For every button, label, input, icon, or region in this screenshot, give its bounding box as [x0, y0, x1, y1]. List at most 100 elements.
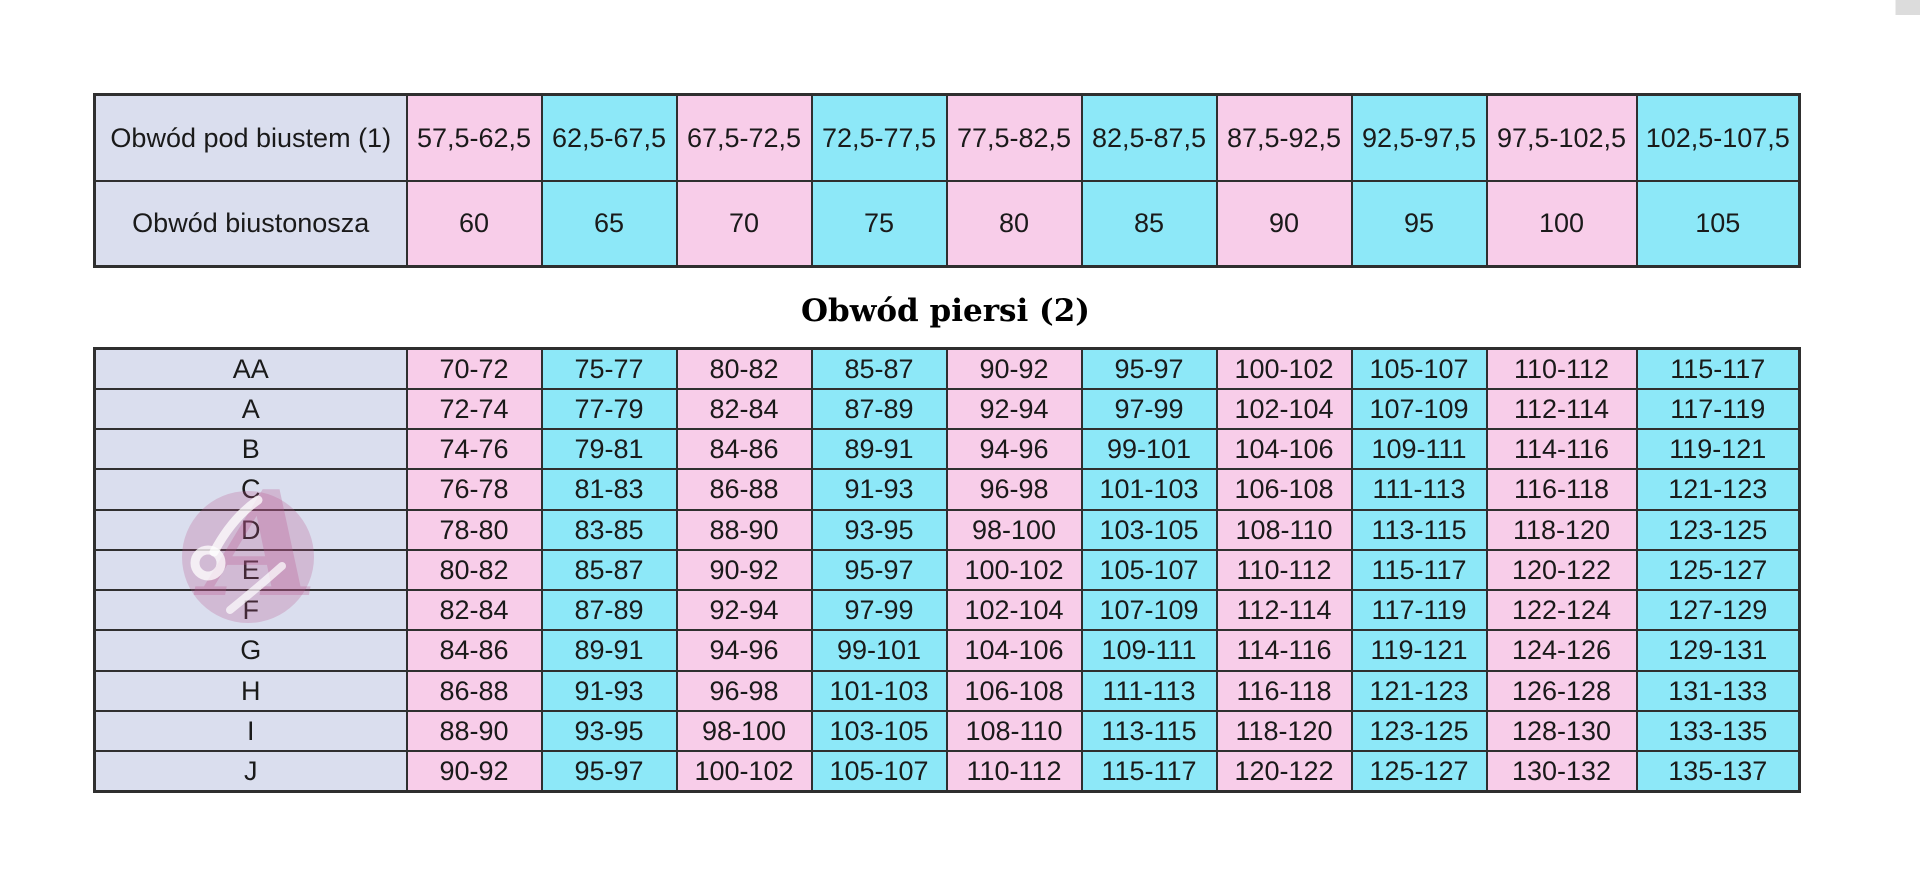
- bust-range-cell: 107-109: [1350, 387, 1488, 431]
- underbust-range-cell: 77,5-82,5: [945, 93, 1083, 182]
- bust-range-cell: 85-87: [810, 347, 948, 390]
- bust-range-cell: 110-112: [1485, 347, 1638, 390]
- bust-range-cell: 130-132: [1485, 750, 1638, 793]
- cup-label-cell: C: [93, 468, 408, 511]
- bust-range-cell: 101-103: [1080, 468, 1218, 511]
- bust-range-cell: 100-102: [675, 750, 813, 793]
- bust-range-cell: 121-123: [1350, 669, 1488, 712]
- underbust-range-cell: 82,5-87,5: [1080, 93, 1218, 182]
- bust-range-cell: 114-116: [1485, 428, 1638, 471]
- bust-range-cell: 79-81: [540, 428, 678, 471]
- cup-label-cell: I: [93, 709, 408, 753]
- bust-range-cell: 105-107: [810, 750, 948, 793]
- bust-range-cell: 112-114: [1215, 589, 1353, 632]
- bust-range-cell: 120-122: [1215, 750, 1353, 793]
- bust-range-cell: 86-88: [675, 468, 813, 511]
- bust-range-cell: 89-91: [540, 629, 678, 672]
- cup-label-cell: B: [93, 428, 408, 471]
- bust-range-cell: 123-125: [1350, 709, 1488, 753]
- cup-label-cell: E: [93, 548, 408, 592]
- bust-range-cell: 118-120: [1485, 508, 1638, 551]
- bust-range-cell: 96-98: [675, 669, 813, 712]
- bust-range-cell: 110-112: [945, 750, 1083, 793]
- bust-range-cell: 102-104: [945, 589, 1083, 632]
- bust-range-cell: 116-118: [1215, 669, 1353, 712]
- underbust-range-cell: 92,5-97,5: [1350, 93, 1488, 182]
- bust-range-cell: 129-131: [1635, 629, 1801, 672]
- bust-range-cell: 110-112: [1215, 548, 1353, 592]
- bust-range-cell: 103-105: [810, 709, 948, 753]
- bust-range-cell: 97-99: [1080, 387, 1218, 431]
- bust-range-cell: 83-85: [540, 508, 678, 551]
- bust-range-cell: 86-88: [405, 669, 543, 712]
- band-size-table: Obwód pod biustem (1) 57,5-62,5 62,5-67,5 6…: [93, 93, 1801, 268]
- band-size-cell: 65: [540, 179, 678, 268]
- cup-label-cell: D: [93, 508, 408, 551]
- bust-range-cell: 127-129: [1635, 589, 1801, 632]
- bust-range-cell: 75-77: [540, 347, 678, 390]
- browser-scrollbar-fragment[interactable]: [1895, 0, 1920, 15]
- bust-range-cell: 84-86: [405, 629, 543, 672]
- bust-range-cell: 115-117: [1080, 750, 1218, 793]
- bust-range-cell: 107-109: [1080, 589, 1218, 632]
- bust-range-cell: 77-79: [540, 387, 678, 431]
- cup-label-cell: J: [93, 750, 408, 793]
- bust-range-cell: 92-94: [675, 589, 813, 632]
- bust-range-cell: 125-127: [1350, 750, 1488, 793]
- bust-range-cell: 124-126: [1485, 629, 1638, 672]
- bust-range-cell: 111-113: [1080, 669, 1218, 712]
- cup-label-cell: AA: [93, 347, 408, 390]
- cup-label-cell: H: [93, 669, 408, 712]
- cup-row: F 82-84 87-89 92-94 97-99 102-104 107-109 112-1…: [93, 589, 1801, 632]
- bust-range-cell: 103-105: [1080, 508, 1218, 551]
- bust-range-cell: 112-114: [1485, 387, 1638, 431]
- bust-range-cell: 119-121: [1350, 629, 1488, 672]
- cup-label-cell: G: [93, 629, 408, 672]
- bust-range-cell: 99-101: [1080, 428, 1218, 471]
- bust-range-cell: 119-121: [1635, 428, 1801, 471]
- bust-range-cell: 88-90: [675, 508, 813, 551]
- bust-range-cell: 100-102: [1215, 347, 1353, 390]
- bust-range-cell: 81-83: [540, 468, 678, 511]
- bust-range-cell: 85-87: [540, 548, 678, 592]
- bust-range-cell: 114-116: [1215, 629, 1353, 672]
- bust-range-cell: 78-80: [405, 508, 543, 551]
- underbust-range-cell: 62,5-67,5: [540, 93, 678, 182]
- bust-range-cell: 94-96: [945, 428, 1083, 471]
- bust-range-cell: 93-95: [540, 709, 678, 753]
- bust-range-cell: 100-102: [945, 548, 1083, 592]
- underbust-label-cell: Obwód pod biustem (1): [93, 93, 408, 182]
- cup-row: AA 70-72 75-77 80-82 85-87 90-92 95-97 100-102 1…: [93, 347, 1801, 390]
- bust-range-cell: 88-90: [405, 709, 543, 753]
- underbust-range-cell: 57,5-62,5: [405, 93, 543, 182]
- bust-range-cell: 126-128: [1485, 669, 1638, 712]
- cup-size-table: AA 70-72 75-77 80-82 85-87 90-92 95-97 100-102 1…: [93, 347, 1801, 793]
- band-size-cell: 105: [1635, 179, 1801, 268]
- bust-range-cell: 128-130: [1485, 709, 1638, 753]
- band-size-cell: 60: [405, 179, 543, 268]
- bust-range-cell: 72-74: [405, 387, 543, 431]
- cup-row: C 76-78 81-83 86-88 91-93 96-98 101-103 106-108…: [93, 468, 1801, 511]
- bust-range-cell: 74-76: [405, 428, 543, 471]
- bust-range-cell: 104-106: [945, 629, 1083, 672]
- bust-range-cell: 89-91: [810, 428, 948, 471]
- bust-range-cell: 133-135: [1635, 709, 1801, 753]
- bust-range-cell: 92-94: [945, 387, 1083, 431]
- bust-range-cell: 95-97: [1080, 347, 1218, 390]
- cup-row: A 72-74 77-79 82-84 87-89 92-94 97-99 102-104 10…: [93, 387, 1801, 431]
- bust-range-cell: 94-96: [675, 629, 813, 672]
- band-size-cell: 90: [1215, 179, 1353, 268]
- bust-range-cell: 113-115: [1080, 709, 1218, 753]
- bust-range-cell: 117-119: [1350, 589, 1488, 632]
- band-size-cell: 95: [1350, 179, 1488, 268]
- bust-range-cell: 106-108: [945, 669, 1083, 712]
- bust-range-cell: 95-97: [810, 548, 948, 592]
- cup-row: D 78-80 83-85 88-90 93-95 98-100 103-105 108-11…: [93, 508, 1801, 551]
- bust-range-cell: 125-127: [1635, 548, 1801, 592]
- bust-range-cell: 113-115: [1350, 508, 1488, 551]
- bust-range-cell: 104-106: [1215, 428, 1353, 471]
- cup-label-cell: A: [93, 387, 408, 431]
- cup-row: H 86-88 91-93 96-98 101-103 106-108 111-113 116…: [93, 669, 1801, 712]
- bust-range-cell: 111-113: [1350, 468, 1488, 511]
- band-size-cell: 70: [675, 179, 813, 268]
